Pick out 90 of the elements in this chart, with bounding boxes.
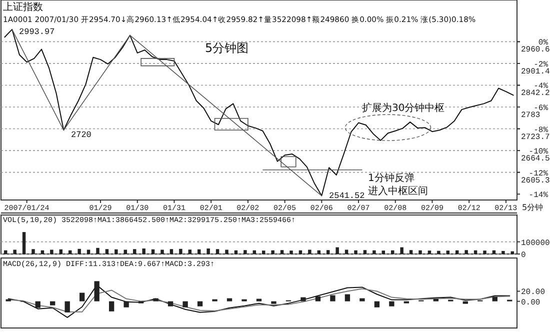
- bar: [197, 301, 203, 306]
- bar: [59, 249, 63, 254]
- bar: [94, 281, 100, 302]
- bar: [290, 250, 293, 254]
- bar: [132, 249, 136, 254]
- bar: [354, 250, 358, 254]
- y-tick-label: 0.00: [521, 298, 540, 308]
- bar: [418, 250, 422, 254]
- bar: [124, 250, 128, 254]
- bar: [462, 301, 468, 304]
- bar: [105, 249, 109, 254]
- bar: [114, 249, 118, 254]
- bar: [170, 249, 174, 254]
- bar: [344, 250, 348, 254]
- bar: [226, 298, 232, 302]
- bar: [492, 296, 498, 302]
- bar: [330, 295, 336, 302]
- bar: [86, 250, 90, 254]
- x-axis-title: 5分钟: [522, 203, 544, 212]
- bar: [400, 247, 404, 254]
- bar: [206, 248, 210, 254]
- y-tick-label: 2842.2: [521, 89, 550, 98]
- bar: [256, 298, 262, 302]
- y2-tick-label: -8%: [534, 126, 548, 135]
- annotation: 2541.52: [329, 191, 365, 201]
- bar: [326, 250, 330, 254]
- bar: [142, 248, 146, 254]
- bar: [502, 250, 505, 254]
- bar: [153, 298, 158, 302]
- y2-tick-label: -2%: [534, 60, 548, 70]
- y-tick-label: 2901.4: [521, 67, 550, 76]
- bar: [315, 296, 321, 302]
- bar: [244, 250, 247, 254]
- line-series: [8, 284, 510, 318]
- bar: [80, 292, 85, 302]
- bar: [78, 248, 81, 254]
- bar: [344, 294, 350, 302]
- bar: [372, 250, 376, 254]
- bar: [50, 250, 54, 254]
- y-tick-label: 2960.6: [521, 46, 550, 55]
- y-tick-label: 2783: [521, 110, 540, 120]
- bar: [182, 301, 188, 308]
- bar: [271, 250, 274, 254]
- bar: [160, 250, 164, 254]
- bar: [389, 301, 394, 306]
- bar: [22, 232, 26, 254]
- bar: [446, 250, 450, 254]
- bar: [225, 250, 228, 254]
- bar: [168, 301, 174, 306]
- bar: [360, 298, 365, 302]
- bar: [35, 301, 40, 308]
- y-tick-label: 2605.3: [521, 176, 550, 186]
- bar: [32, 249, 35, 254]
- y-tick-label: 0: [521, 251, 526, 260]
- bar: [108, 301, 114, 312]
- annotation: 扩展为30分钟中枢: [362, 102, 445, 114]
- bar: [308, 250, 312, 254]
- bar: [124, 301, 129, 308]
- y2-tick-label: -14%: [528, 191, 548, 200]
- bar: [188, 250, 192, 254]
- bar: [382, 250, 386, 254]
- y-tick-label: 2723.7: [521, 132, 550, 142]
- annotation: 进入中枢区间: [368, 185, 428, 197]
- bar: [437, 250, 440, 254]
- bar: [96, 248, 100, 254]
- bar: [262, 250, 266, 254]
- bar: [374, 301, 380, 308]
- bar: [409, 250, 413, 254]
- bar: [64, 301, 70, 312]
- bar: [280, 250, 284, 254]
- y-tick-label: 20.00: [521, 288, 546, 298]
- bar: [464, 250, 468, 254]
- y2-tick-label: -12%: [528, 169, 548, 178]
- bar: [50, 301, 56, 306]
- bar: [336, 247, 339, 254]
- y-tick-label: 2664.5: [521, 154, 550, 164]
- bar: [271, 301, 276, 304]
- bar: [216, 249, 220, 254]
- y-tick-label: 100000: [521, 238, 550, 248]
- bar: [433, 298, 438, 302]
- bar: [483, 250, 486, 254]
- bar: [197, 249, 201, 254]
- bar: [13, 250, 16, 254]
- bar: [300, 297, 306, 302]
- annotation: 1分钟反弹: [368, 172, 414, 184]
- chart-title: 上证指数: [3, 1, 43, 13]
- bar: [179, 248, 182, 254]
- bar: [428, 250, 432, 254]
- bar: [151, 249, 155, 254]
- bar: [363, 250, 367, 254]
